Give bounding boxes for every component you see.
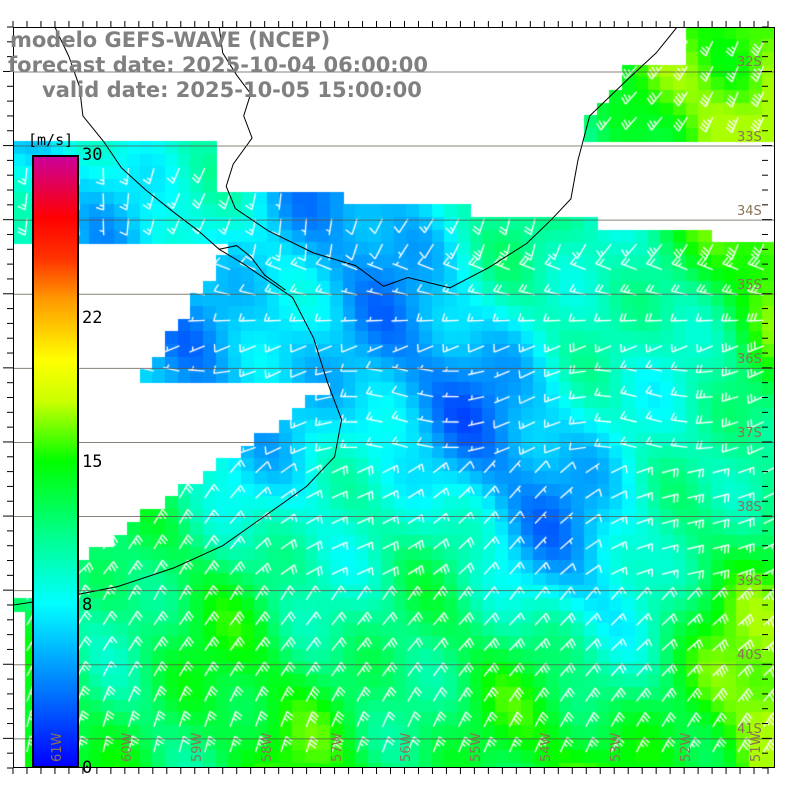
lon-label-59W: 59W: [189, 732, 205, 762]
lat-label-40S: 40S: [737, 648, 762, 664]
colorbar-tick-30: 30: [82, 145, 103, 165]
lon-label-52W: 52W: [679, 732, 695, 762]
lat-label-35S: 35S: [737, 277, 762, 293]
map-plot-area[interactable]: [13, 27, 775, 768]
graticule-grid: [13, 71, 775, 740]
colorbar-tick-15: 15: [82, 451, 103, 472]
wind-speed-field-canvas: [13, 27, 775, 768]
coastline-estuary-detail: [219, 245, 286, 291]
colorbar-tick-22: 22: [82, 308, 103, 329]
lat-label-38S: 38S: [737, 500, 762, 516]
lon-label-61W: 61W: [49, 732, 65, 762]
colorbar-unit-label: [m/s]: [28, 131, 74, 149]
colorbar[interactable]: [32, 155, 79, 768]
lat-label-34S: 34S: [737, 203, 762, 219]
colorbar-tick-8: 8: [82, 594, 93, 615]
lat-label-33S: 33S: [737, 129, 762, 145]
coastline-overlay: [13, 27, 678, 606]
lat-label-32S: 32S: [737, 55, 762, 71]
lon-label-56W: 56W: [399, 732, 415, 762]
lon-label-54W: 54W: [539, 732, 555, 762]
lon-label-60W: 60W: [119, 732, 135, 762]
coastline-argentina: [13, 27, 343, 606]
colorbar-tick-0: 0: [82, 758, 93, 778]
lon-label-55W: 55W: [469, 732, 485, 762]
lat-label-39S: 39S: [737, 574, 762, 590]
coastline-uruguay-brazil: [218, 27, 678, 289]
lon-label-53W: 53W: [609, 732, 625, 762]
colorbar-gradient: [32, 155, 79, 768]
lon-label-57W: 57W: [329, 732, 345, 762]
lat-label-41S: 41S: [737, 722, 762, 738]
lat-label-36S: 36S: [737, 351, 762, 367]
lon-label-58W: 58W: [259, 732, 275, 762]
lat-label-37S: 37S: [737, 425, 762, 441]
